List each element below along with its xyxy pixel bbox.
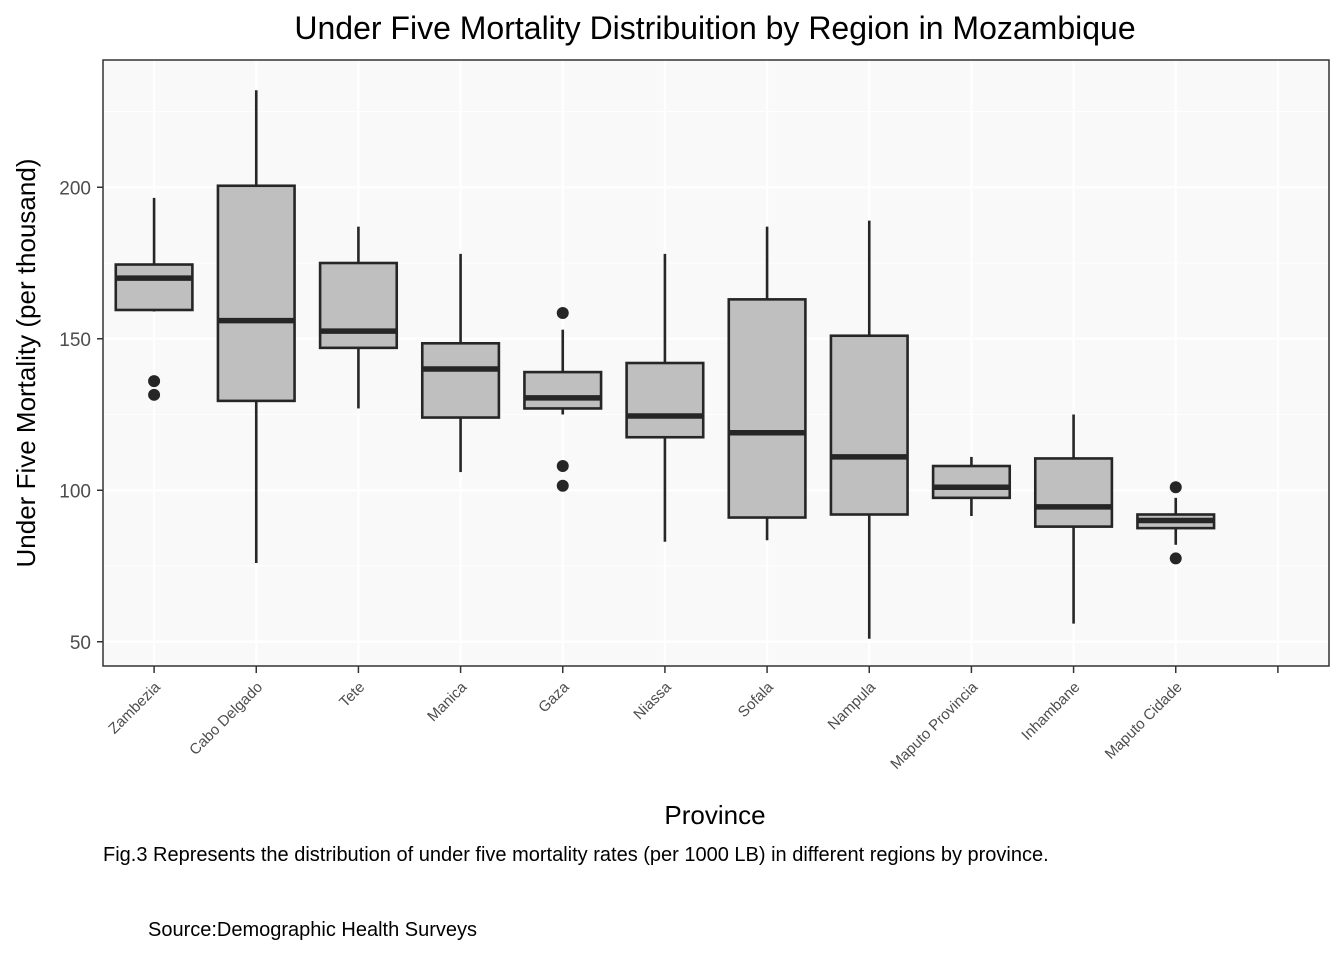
x-tick-label: Niassa	[630, 678, 675, 723]
outlier-point	[148, 375, 161, 388]
y-tick-label: 50	[70, 633, 91, 654]
x-tick-label: Maputo Provincia	[887, 678, 981, 772]
box-iqr	[523, 370, 603, 410]
outlier-point	[556, 479, 569, 492]
x-tick-label: Manica	[424, 678, 471, 725]
outlier-point	[1169, 481, 1182, 494]
box-niassa	[625, 253, 705, 542]
x-tick-label: Inhambane	[1018, 679, 1083, 744]
outlier-point	[556, 307, 569, 320]
x-tick-label: Cabo Delgado	[186, 679, 266, 759]
source-note: Source:Demographic Health Surveys	[148, 919, 478, 941]
x-tick-label: Nampula	[825, 678, 880, 733]
box-maputo-cidade	[1136, 481, 1216, 565]
x-tick-label: Sofala	[735, 678, 778, 721]
box-iqr	[931, 464, 1012, 500]
outlier-point	[148, 388, 161, 401]
box-gaza	[523, 307, 603, 492]
box-iqr	[318, 261, 399, 350]
y-axis-title: Under Five Mortality (per thousand)	[11, 159, 41, 568]
box-iqr	[420, 342, 501, 419]
box-iqr	[1033, 457, 1114, 528]
box-maputo-provincia	[931, 456, 1012, 517]
outlier-point	[1169, 552, 1182, 565]
y-tick-label: 150	[59, 330, 91, 351]
box-iqr	[114, 263, 194, 312]
x-tick-label: Maputo Cidade	[1102, 679, 1186, 763]
box-iqr	[216, 184, 296, 403]
box-iqr	[625, 361, 705, 439]
box-zambezia	[114, 197, 194, 401]
box-series	[114, 90, 1216, 639]
x-axis: Zambezia Cabo Delgado Tete Manica Gaza Niassa…	[105, 666, 1279, 773]
box-tete	[318, 226, 399, 409]
box-sofala	[727, 226, 807, 541]
plot-frame	[102, 59, 1330, 667]
box-inhambane	[1033, 414, 1114, 624]
chart-title: Under Five Mortality Distribuition by Re…	[294, 10, 1135, 46]
x-axis-title: Province	[664, 800, 765, 830]
x-tick-label: Gaza	[535, 678, 573, 716]
y-tick-label: 200	[59, 178, 91, 199]
box-iqr	[727, 298, 807, 519]
box-iqr	[829, 334, 909, 516]
y-axis: 50 100 150 200	[59, 178, 103, 654]
plot-panel	[103, 60, 1329, 666]
x-tick-label: Zambezia	[105, 678, 164, 737]
figure-caption: Fig.3 Represents the distribution of und…	[103, 844, 1049, 866]
outlier-point	[556, 460, 569, 473]
box-manica	[420, 253, 501, 473]
box-nampula	[829, 220, 909, 639]
box-cabo-delgado	[216, 90, 296, 563]
x-tick-label: Tete	[336, 679, 368, 711]
y-tick-label: 100	[59, 481, 91, 502]
